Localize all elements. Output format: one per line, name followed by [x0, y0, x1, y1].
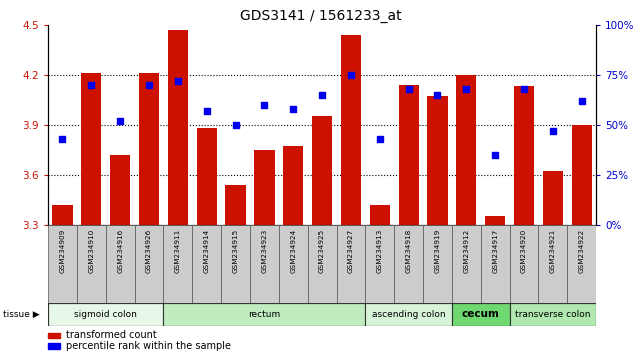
Text: GSM234917: GSM234917 — [492, 229, 498, 273]
Bar — [250, 225, 279, 303]
Text: GSM234918: GSM234918 — [406, 229, 412, 273]
Text: GSM234923: GSM234923 — [262, 229, 267, 273]
Bar — [423, 225, 452, 303]
Text: cecum: cecum — [462, 309, 500, 319]
Bar — [221, 225, 250, 303]
Text: GSM234924: GSM234924 — [290, 229, 296, 273]
Point — [374, 136, 385, 142]
Text: GSM234909: GSM234909 — [60, 229, 65, 273]
Bar — [481, 225, 510, 303]
Bar — [365, 303, 452, 326]
Bar — [452, 225, 481, 303]
Bar — [197, 128, 217, 225]
Bar — [394, 225, 423, 303]
Bar — [456, 75, 476, 225]
Bar — [110, 155, 130, 225]
Text: GSM234911: GSM234911 — [175, 229, 181, 273]
Bar — [510, 303, 596, 326]
Bar — [538, 225, 567, 303]
Point — [519, 86, 529, 92]
Bar — [106, 225, 135, 303]
Bar — [168, 30, 188, 225]
Text: GSM234912: GSM234912 — [463, 229, 469, 273]
Text: GSM234916: GSM234916 — [117, 229, 123, 273]
Point — [201, 108, 212, 114]
Point — [230, 122, 240, 127]
Text: GSM234920: GSM234920 — [521, 229, 527, 273]
Bar — [572, 125, 592, 225]
Point — [432, 92, 442, 98]
Text: transformed count: transformed count — [66, 330, 157, 341]
Bar — [48, 303, 163, 326]
Text: sigmoid colon: sigmoid colon — [74, 310, 137, 319]
Text: GSM234921: GSM234921 — [550, 229, 556, 273]
Point — [288, 106, 298, 112]
Text: tissue ▶: tissue ▶ — [3, 310, 40, 319]
Bar — [135, 225, 163, 303]
Text: GSM234926: GSM234926 — [146, 229, 152, 273]
Text: GSM234914: GSM234914 — [204, 229, 210, 273]
Bar — [399, 85, 419, 225]
Bar — [139, 73, 159, 225]
Bar — [279, 225, 308, 303]
Bar — [48, 333, 60, 338]
Text: GSM234919: GSM234919 — [435, 229, 440, 273]
Bar — [312, 116, 332, 225]
Text: GSM234915: GSM234915 — [233, 229, 238, 273]
Bar — [365, 225, 394, 303]
Bar — [452, 303, 510, 326]
Text: GSM234927: GSM234927 — [348, 229, 354, 273]
Text: rectum: rectum — [248, 310, 281, 319]
Bar — [370, 205, 390, 225]
Text: GSM234910: GSM234910 — [88, 229, 94, 273]
Point — [86, 82, 96, 88]
Bar — [192, 225, 221, 303]
Bar — [308, 225, 337, 303]
Bar — [428, 96, 447, 225]
Bar — [341, 35, 361, 225]
Point — [317, 92, 327, 98]
Point — [172, 78, 183, 84]
Bar — [48, 225, 77, 303]
Bar — [163, 303, 365, 326]
Text: ascending colon: ascending colon — [372, 310, 445, 319]
Text: transverse colon: transverse colon — [515, 310, 590, 319]
Point — [259, 102, 269, 108]
Bar — [510, 225, 538, 303]
Bar — [485, 216, 505, 225]
Text: GSM234925: GSM234925 — [319, 229, 325, 273]
Text: GDS3141 / 1561233_at: GDS3141 / 1561233_at — [240, 9, 401, 23]
Bar — [337, 225, 365, 303]
Bar — [163, 225, 192, 303]
Bar — [77, 225, 106, 303]
Point — [490, 152, 500, 158]
Bar — [283, 147, 303, 225]
Point — [144, 82, 154, 88]
Point — [115, 118, 125, 124]
Bar — [543, 171, 563, 225]
Point — [404, 86, 414, 92]
Point — [345, 72, 356, 78]
Bar — [53, 205, 72, 225]
Text: GSM234922: GSM234922 — [579, 229, 585, 273]
Bar — [81, 73, 101, 225]
Point — [58, 136, 67, 142]
Bar — [567, 225, 596, 303]
Point — [576, 98, 587, 104]
Text: percentile rank within the sample: percentile rank within the sample — [66, 341, 231, 351]
Point — [461, 86, 471, 92]
Bar — [254, 150, 274, 225]
Text: GSM234913: GSM234913 — [377, 229, 383, 273]
Bar — [48, 343, 60, 349]
Point — [547, 128, 558, 133]
Bar — [226, 185, 246, 225]
Bar — [514, 86, 534, 225]
